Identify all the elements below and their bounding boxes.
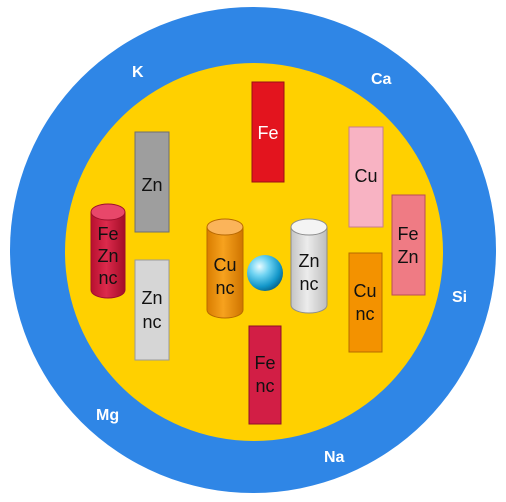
block-zn-nc-left: Zn nc [134,259,170,361]
block-zn-left-label: Zn [141,175,162,195]
ion-label-mg: Mg [96,407,119,424]
block-fe-zn-right-line2: Zn [397,247,418,267]
block-fe-nc-bottom: Fe nc [248,325,282,425]
cylinder-cu-nc-line2: nc [215,278,234,298]
ion-label-k: K [132,64,144,81]
block-fe-nc-bottom-line1: Fe [254,353,275,373]
block-fe-top: Fe [251,81,285,183]
ion-label-na: Na [324,449,345,466]
cylinder-fe-zn-nc-line2: Zn [97,246,118,266]
cylinder-fe-zn-nc-line3: nc [98,268,117,288]
sphere-icon [247,255,283,291]
block-fe-zn-right-line1: Fe [397,224,418,244]
cylinder-fe-zn-nc: Fe Zn nc [90,203,126,299]
block-zn-nc-left-line1: Zn [141,288,162,308]
cylinder-cu-nc-line1: Cu [213,255,236,275]
block-cu-right: Cu [348,126,384,228]
ion-label-ca: Ca [371,71,392,88]
block-zn-nc-left-line2: nc [142,312,161,332]
block-fe-zn-right: Fe Zn [391,194,426,296]
block-fe-top-label: Fe [257,123,278,143]
cylinder-cu-nc: Cu nc [206,218,244,319]
ion-label-si: Si [452,289,467,306]
cylinder-zn-nc: Zn nc [290,218,328,314]
block-zn-left: Zn [134,131,170,233]
block-cu-nc-right: Cu nc [348,252,383,353]
cylinder-zn-nc-line2: nc [299,274,318,294]
block-cu-nc-right-line1: Cu [353,281,376,301]
block-fe-nc-bottom-line2: nc [255,376,274,396]
cylinder-zn-nc-line1: Zn [298,251,319,271]
block-cu-nc-right-line2: nc [355,304,374,324]
block-cu-right-label: Cu [354,166,377,186]
cylinder-fe-zn-nc-line1: Fe [97,224,118,244]
